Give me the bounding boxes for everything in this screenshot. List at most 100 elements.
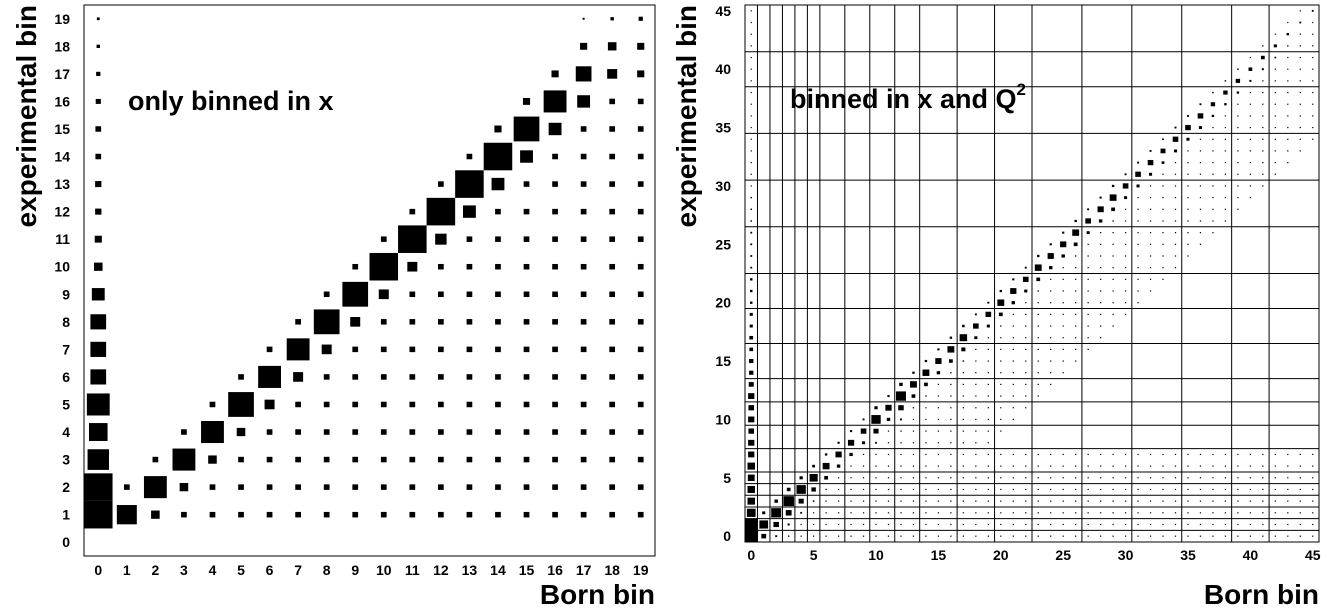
cell-mark <box>520 150 533 163</box>
cell-mark <box>1012 372 1014 374</box>
cell-mark <box>962 512 964 514</box>
cell-mark <box>352 346 359 353</box>
cells-right <box>745 9 1314 542</box>
cell-mark <box>887 477 890 479</box>
plot-frame-right <box>744 4 1320 543</box>
cell-mark <box>1050 477 1052 479</box>
cell-mark <box>950 477 952 479</box>
cell-mark <box>1087 325 1089 327</box>
cell-mark <box>750 255 753 257</box>
cell-mark <box>1237 465 1239 467</box>
cell-mark <box>87 449 109 470</box>
cell-mark <box>1312 488 1314 491</box>
cell-mark <box>1137 500 1139 502</box>
cell-mark <box>1236 91 1240 94</box>
cell-mark <box>1312 103 1314 105</box>
y-axis-label-right: experimental bin <box>671 5 702 228</box>
cell-mark <box>1062 535 1064 537</box>
x-tick-label: 30 <box>1118 547 1134 563</box>
cell-mark <box>1237 208 1239 210</box>
cell-mark <box>552 181 558 187</box>
cell-mark <box>912 453 915 456</box>
cell-mark <box>1000 348 1002 350</box>
cell-mark <box>1000 360 1002 362</box>
cell-mark <box>409 429 416 435</box>
cell-mark <box>962 523 964 526</box>
cell-mark <box>551 70 559 78</box>
cell-mark <box>850 477 852 479</box>
cell-mark <box>409 208 416 215</box>
cell-mark <box>1249 465 1251 467</box>
cell-mark <box>1187 512 1189 514</box>
cell-mark <box>609 374 616 380</box>
cell-mark <box>201 421 224 444</box>
cell-mark <box>609 484 616 490</box>
cell-mark <box>749 370 754 375</box>
cell-mark <box>380 484 387 490</box>
cell-mark <box>1075 512 1077 514</box>
cell-mark <box>438 346 444 353</box>
cell-mark <box>750 173 752 175</box>
cell-mark <box>552 484 558 490</box>
cell-mark <box>1274 80 1276 82</box>
cell-mark <box>1224 477 1227 479</box>
cell-mark <box>899 382 903 387</box>
cell-mark <box>962 372 964 374</box>
cell-mark <box>1174 208 1177 210</box>
cell-mark <box>1174 500 1177 502</box>
cell-mark <box>1174 267 1177 269</box>
cell-mark <box>1224 150 1227 152</box>
cell-mark <box>1087 535 1089 537</box>
cell-mark <box>1075 500 1077 502</box>
cell-mark <box>116 505 137 525</box>
cell-mark <box>950 535 952 537</box>
cell-mark <box>1074 219 1077 223</box>
cell-mark <box>999 289 1003 293</box>
cell-mark <box>1050 278 1052 280</box>
cell-mark <box>637 456 644 463</box>
cell-mark <box>1287 103 1289 105</box>
cell-mark <box>1249 173 1251 175</box>
cell-mark <box>580 456 587 463</box>
cell-mark <box>1287 535 1289 537</box>
cell-mark <box>749 289 753 293</box>
cell-mark <box>1075 477 1077 479</box>
cell-mark <box>748 451 755 458</box>
cell-mark <box>1287 138 1289 140</box>
cell-mark <box>523 374 530 380</box>
cell-mark <box>962 453 964 456</box>
x-tick-label: 6 <box>266 562 274 578</box>
cell-mark <box>886 417 891 422</box>
cell-mark <box>1173 149 1178 153</box>
cell-mark <box>523 429 530 435</box>
cell-mark <box>962 324 965 328</box>
cell-mark <box>1075 488 1077 491</box>
cell-mark <box>1012 407 1014 409</box>
cell-mark <box>552 511 558 518</box>
cell-mark <box>266 456 273 463</box>
cell-mark <box>1087 302 1089 304</box>
cell-mark <box>750 150 752 152</box>
cell-mark <box>1287 465 1289 467</box>
cell-mark <box>937 523 940 526</box>
cell-mark <box>1124 220 1127 222</box>
cell-mark <box>1262 126 1264 129</box>
cell-mark <box>796 485 806 494</box>
cell-mark <box>1199 103 1202 106</box>
cell-mark <box>1199 161 1202 164</box>
cell-mark <box>1312 21 1314 24</box>
cell-mark <box>1062 313 1064 315</box>
cell-mark <box>1185 124 1191 131</box>
cell-mark <box>900 465 902 467</box>
cell-mark <box>1075 523 1077 526</box>
cell-mark <box>580 263 587 270</box>
cell-mark <box>522 97 531 105</box>
cell-mark <box>1249 523 1251 526</box>
cell-mark <box>1237 115 1239 117</box>
cell-mark <box>266 484 273 490</box>
cell-mark <box>1162 232 1164 234</box>
cell-mark <box>495 319 501 325</box>
chart-left: 0 1 2 3 4 5 6 7 8 9 10 11 12 13 14 15 16 17 18 19 012345678… <box>11 4 656 610</box>
cell-mark <box>552 456 558 463</box>
cell-mark <box>1000 488 1002 491</box>
